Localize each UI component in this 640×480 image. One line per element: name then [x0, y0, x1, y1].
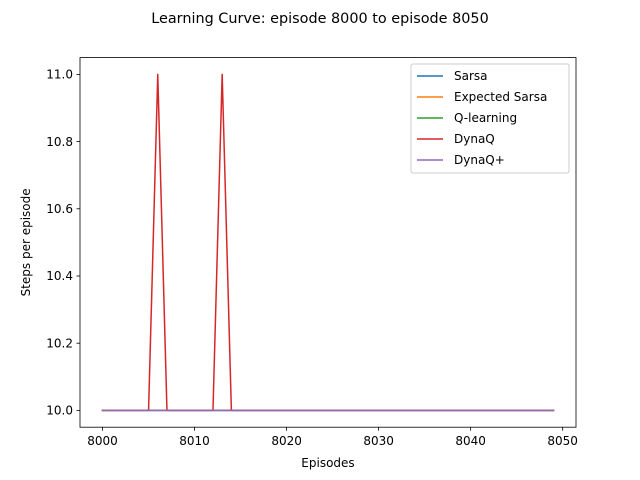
- chart-title: Learning Curve: episode 8000 to episode …: [151, 11, 488, 27]
- x-axis-ticks: 8000 8010 8020 8030 8040 8050: [87, 427, 578, 448]
- x-tick-label: 8030: [363, 434, 394, 448]
- y-axis-ticks: 10.0 10.2 10.4 10.6 10.8 11.0: [46, 68, 80, 418]
- y-tick-label: 10.4: [46, 269, 73, 283]
- x-tick-label: 8020: [271, 434, 302, 448]
- y-tick-label: 11.0: [46, 68, 73, 82]
- legend-label-dynaq-: DynaQ+: [454, 153, 505, 167]
- y-tick-label: 10.2: [46, 336, 73, 350]
- y-tick-label: 10.8: [46, 135, 73, 149]
- legend: Sarsa Expected Sarsa Q-learning DynaQ DynaQ+: [410, 63, 570, 174]
- legend-box: [410, 63, 570, 174]
- x-axis-label: Episodes: [301, 456, 354, 470]
- series-layer: [101, 73, 555, 412]
- x-tick-label: 8010: [179, 434, 210, 448]
- x-tick-label: 8050: [547, 434, 578, 448]
- x-tick-label: 8000: [87, 434, 118, 448]
- y-tick-label: 10.6: [46, 202, 73, 216]
- y-tick-label: 10.0: [46, 404, 73, 418]
- legend-label-sarsa: Sarsa: [454, 69, 488, 83]
- legend-label-dynaq: DynaQ: [454, 132, 495, 146]
- y-axis-label: Steps per episode: [19, 188, 33, 296]
- legend-label-q-learning: Q-learning: [454, 111, 517, 125]
- x-tick-label: 8040: [455, 434, 486, 448]
- plot-frame: [79, 57, 577, 428]
- legend-label-expected-sarsa: Expected Sarsa: [454, 90, 547, 104]
